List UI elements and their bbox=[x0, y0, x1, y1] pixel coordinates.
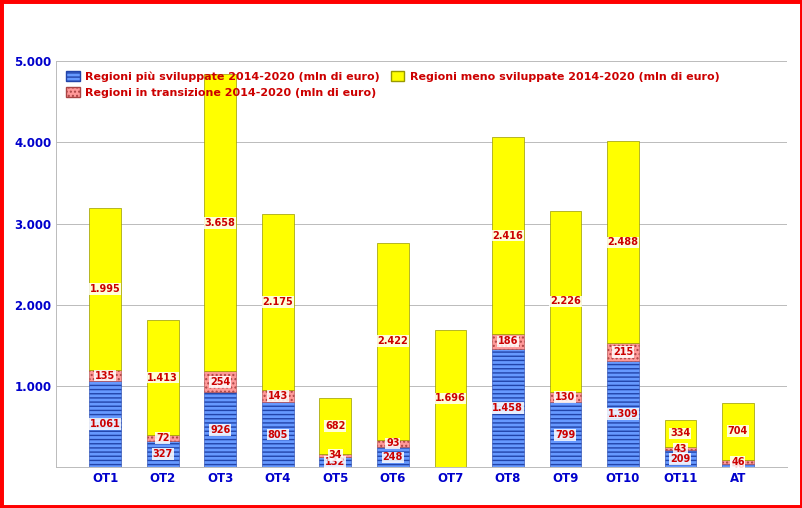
Text: 2.416: 2.416 bbox=[492, 231, 523, 241]
Text: 799: 799 bbox=[554, 430, 575, 440]
Text: 682: 682 bbox=[325, 421, 345, 431]
Bar bbox=[492, 334, 523, 349]
Bar bbox=[376, 439, 408, 447]
Text: 334: 334 bbox=[670, 428, 690, 438]
Bar bbox=[205, 392, 236, 467]
Bar bbox=[549, 392, 581, 402]
Text: 1.061: 1.061 bbox=[90, 419, 120, 429]
Bar bbox=[606, 141, 638, 343]
Bar bbox=[376, 243, 408, 439]
Text: 46: 46 bbox=[731, 457, 743, 467]
Text: 215: 215 bbox=[612, 347, 632, 357]
Text: 135: 135 bbox=[95, 371, 115, 380]
Text: 46: 46 bbox=[731, 460, 743, 470]
Text: 2.422: 2.422 bbox=[377, 336, 407, 346]
Text: 805: 805 bbox=[267, 430, 288, 439]
Bar bbox=[205, 371, 236, 392]
Bar bbox=[721, 460, 753, 464]
Bar bbox=[721, 464, 753, 467]
Text: 3.658: 3.658 bbox=[205, 218, 236, 228]
Bar bbox=[319, 398, 350, 454]
Bar bbox=[376, 447, 408, 467]
Text: 34: 34 bbox=[328, 450, 342, 460]
Bar bbox=[205, 74, 236, 371]
Bar bbox=[549, 402, 581, 467]
Text: 2.488: 2.488 bbox=[606, 237, 638, 247]
Text: 704: 704 bbox=[727, 426, 747, 436]
Bar bbox=[147, 441, 178, 467]
Bar bbox=[492, 137, 523, 334]
Text: 93: 93 bbox=[386, 438, 399, 449]
Text: 1.696: 1.696 bbox=[435, 393, 465, 403]
Bar bbox=[492, 349, 523, 467]
Text: 1.995: 1.995 bbox=[90, 284, 120, 294]
Text: 132: 132 bbox=[325, 457, 345, 467]
Bar bbox=[89, 381, 121, 467]
Bar bbox=[147, 320, 178, 435]
Bar bbox=[664, 447, 695, 451]
Bar bbox=[89, 370, 121, 381]
Text: 43: 43 bbox=[673, 443, 687, 454]
Bar bbox=[664, 451, 695, 467]
Bar bbox=[261, 390, 294, 402]
Bar bbox=[261, 402, 294, 467]
Bar bbox=[319, 454, 350, 457]
Text: 327: 327 bbox=[152, 449, 172, 459]
Text: 1.413: 1.413 bbox=[148, 372, 178, 383]
Bar bbox=[721, 403, 753, 460]
Bar bbox=[606, 343, 638, 361]
Bar bbox=[549, 211, 581, 392]
Text: 926: 926 bbox=[210, 425, 230, 435]
Bar bbox=[147, 435, 178, 441]
Text: 130: 130 bbox=[554, 392, 575, 402]
Text: 2.175: 2.175 bbox=[262, 297, 293, 307]
Text: 1.458: 1.458 bbox=[492, 403, 523, 413]
Bar bbox=[606, 361, 638, 467]
Text: 1.309: 1.309 bbox=[607, 409, 638, 419]
Text: 186: 186 bbox=[497, 336, 517, 346]
Bar bbox=[319, 457, 350, 467]
Text: 143: 143 bbox=[267, 391, 288, 401]
Bar bbox=[261, 213, 294, 390]
Bar bbox=[664, 420, 695, 447]
Text: 72: 72 bbox=[156, 433, 169, 443]
Legend: Regioni più sviluppate 2014-2020 (mln di euro), Regioni in transizione 2014-2020: Regioni più sviluppate 2014-2020 (mln di… bbox=[62, 67, 723, 103]
Text: 2.226: 2.226 bbox=[549, 296, 580, 306]
Text: 209: 209 bbox=[670, 454, 690, 464]
Bar bbox=[89, 208, 121, 370]
Text: 254: 254 bbox=[210, 377, 230, 387]
Bar bbox=[434, 330, 466, 467]
Text: 248: 248 bbox=[383, 452, 403, 462]
